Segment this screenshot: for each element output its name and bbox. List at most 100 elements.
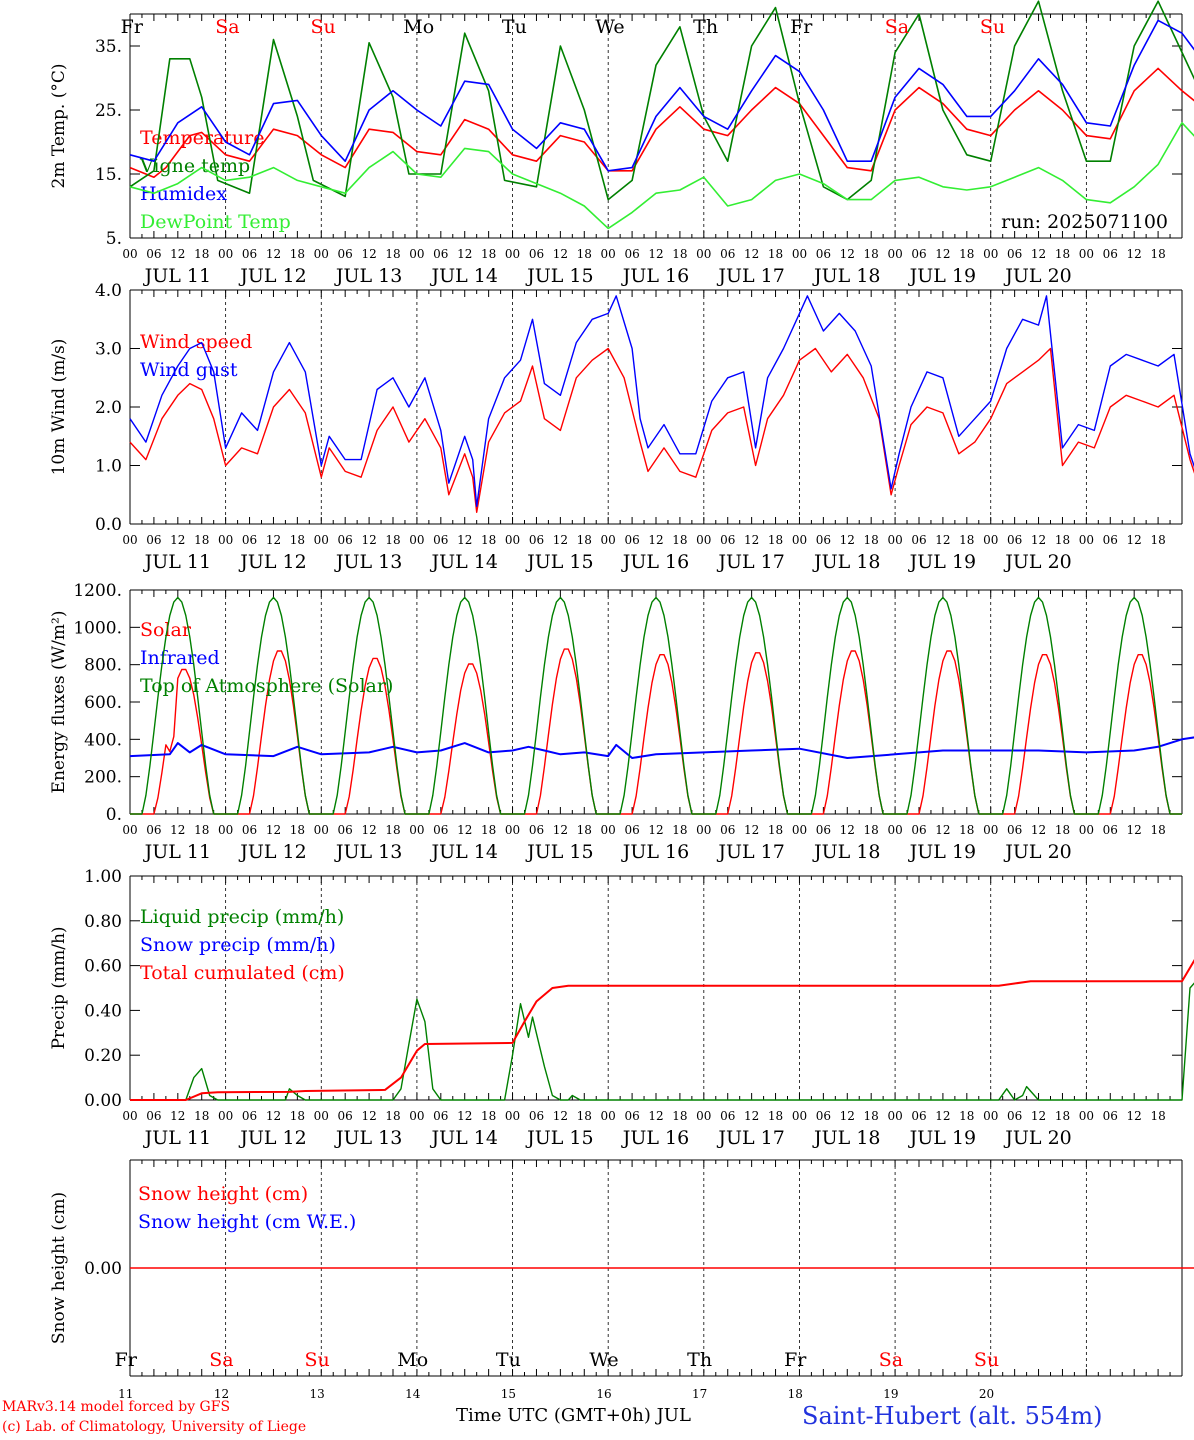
hour-tick-label: 18 — [481, 823, 496, 837]
legend-entry: DewPoint Temp — [140, 211, 291, 233]
hour-tick-label: 12 — [170, 1109, 185, 1123]
hour-tick-label: 18 — [1150, 247, 1165, 261]
y-axis-label: Precip (mm/h) — [49, 926, 69, 1049]
weekday-label: Su — [974, 1349, 999, 1371]
y-tick-label: 1.00 — [84, 867, 122, 887]
hour-tick-label: 18 — [481, 533, 496, 547]
hour-tick-label: 06 — [433, 823, 448, 837]
hour-tick-label: 12 — [170, 533, 185, 547]
hour-tick-label: 06 — [242, 823, 257, 837]
hour-tick-label: 18 — [385, 247, 400, 261]
hour-tick-label: 06 — [1007, 533, 1022, 547]
date-label: JUL 13 — [334, 551, 402, 573]
hour-tick-label: 12 — [266, 823, 281, 837]
y-tick-label: 15. — [95, 165, 122, 185]
date-label: JUL 19 — [908, 265, 976, 287]
hour-tick-label: 18 — [1055, 823, 1070, 837]
hour-tick-label: 12 — [744, 1109, 759, 1123]
hour-tick-label: 12 — [266, 247, 281, 261]
hour-tick-label: 06 — [624, 247, 639, 261]
legend-entry: Vigne temp — [139, 155, 250, 177]
hour-tick-label: 18 — [864, 533, 879, 547]
date-label: JUL 18 — [812, 265, 880, 287]
hour-tick-label: 12 — [840, 1109, 855, 1123]
hour-tick-label: 12 — [1031, 823, 1046, 837]
date-label: JUL 20 — [1003, 1127, 1071, 1149]
date-label: JUL 16 — [621, 551, 689, 573]
hour-tick-label: 00 — [505, 533, 520, 547]
legend-entry: Top of Atmosphere (Solar) — [140, 675, 393, 697]
y-tick-label: 0.00 — [84, 1091, 122, 1111]
hour-tick-label: 12 — [361, 533, 376, 547]
y-tick-label: 0.60 — [84, 957, 122, 977]
hour-tick-label: 00 — [983, 247, 998, 261]
series-line — [130, 982, 1194, 1101]
hour-tick-label: 00 — [409, 247, 424, 261]
y-tick-label: 0. — [106, 805, 122, 825]
date-label: JUL 13 — [334, 265, 402, 287]
weekday-label: We — [595, 16, 624, 38]
hour-tick-label: 00 — [314, 1109, 329, 1123]
day-number: 16 — [596, 1387, 611, 1401]
date-label: JUL 13 — [334, 1127, 402, 1149]
hour-tick-label: 18 — [1150, 823, 1165, 837]
hour-tick-label: 18 — [768, 247, 783, 261]
hour-tick-label: 00 — [218, 533, 233, 547]
hour-tick-label: 06 — [911, 247, 926, 261]
date-label: JUL 14 — [429, 1127, 497, 1149]
hour-tick-label: 12 — [1127, 247, 1142, 261]
hour-tick-label: 12 — [457, 533, 472, 547]
hour-tick-label: 18 — [194, 533, 209, 547]
hour-tick-label: 00 — [601, 823, 616, 837]
hour-tick-label: 00 — [601, 1109, 616, 1123]
hour-tick-label: 12 — [266, 1109, 281, 1123]
weekday-label: Th — [687, 1349, 712, 1371]
hour-tick-label: 06 — [624, 1109, 639, 1123]
legend-entry: Wind speed — [140, 331, 252, 353]
hour-tick-label: 06 — [720, 823, 735, 837]
hour-tick-label: 06 — [911, 533, 926, 547]
date-label: JUL 19 — [908, 1127, 976, 1149]
hour-tick-label: 18 — [768, 533, 783, 547]
series-line — [129, 295, 1194, 508]
hour-tick-label: 12 — [648, 247, 663, 261]
hour-tick-label: 06 — [1007, 823, 1022, 837]
hour-tick-label: 18 — [959, 533, 974, 547]
y-tick-label: 800. — [84, 656, 122, 676]
hour-tick-label: 06 — [816, 533, 831, 547]
hour-tick-label: 18 — [290, 533, 305, 547]
hour-tick-label: 18 — [1150, 1109, 1165, 1123]
hour-tick-label: 06 — [720, 533, 735, 547]
weekday-label: Fr — [784, 1349, 807, 1371]
hour-tick-label: 06 — [911, 1109, 926, 1123]
hour-tick-label: 06 — [1007, 247, 1022, 261]
legend-entry: Snow precip (mm/h) — [140, 934, 336, 956]
hour-tick-label: 06 — [720, 1109, 735, 1123]
hour-tick-label: 18 — [577, 823, 592, 837]
hour-tick-label: 06 — [816, 247, 831, 261]
weekday-label: Th — [693, 16, 718, 38]
hour-tick-label: 12 — [1127, 823, 1142, 837]
hour-tick-label: 00 — [409, 823, 424, 837]
date-label: JUL 12 — [238, 265, 306, 287]
hour-tick-label: 06 — [433, 1109, 448, 1123]
hour-tick-label: 12 — [1127, 1109, 1142, 1123]
hour-tick-label: 18 — [864, 1109, 879, 1123]
hour-tick-label: 18 — [1055, 247, 1070, 261]
date-label: JUL 19 — [908, 841, 976, 863]
hour-tick-label: 12 — [170, 247, 185, 261]
date-label: JUL 12 — [238, 551, 306, 573]
hour-tick-label: 18 — [385, 823, 400, 837]
series-line — [129, 122, 1194, 230]
hour-tick-label: 00 — [983, 823, 998, 837]
hour-tick-label: 06 — [338, 1109, 353, 1123]
hour-tick-label: 06 — [624, 533, 639, 547]
hour-tick-label: 12 — [744, 247, 759, 261]
series-line — [129, 0, 1194, 201]
y-axis-label: 2m Temp. (°C) — [49, 63, 69, 188]
hour-tick-label: 06 — [242, 247, 257, 261]
series-line — [130, 648, 1182, 815]
date-label: JUL 12 — [238, 841, 306, 863]
hour-tick-label: 00 — [696, 533, 711, 547]
day-number: 11 — [118, 1387, 133, 1401]
